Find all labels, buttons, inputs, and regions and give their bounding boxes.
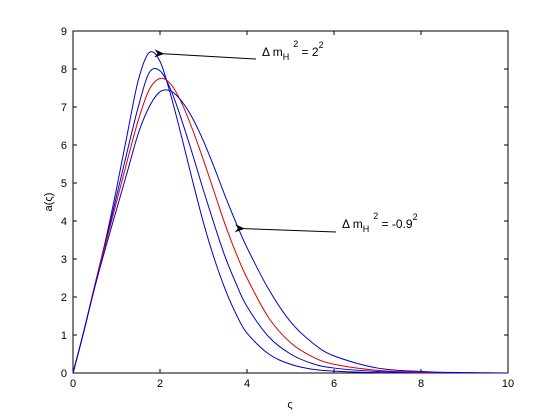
annotation-label-lower: Δ mH2 = -0.92 xyxy=(342,211,418,234)
x-tick-label: 8 xyxy=(418,378,424,390)
y-tick-label: 3 xyxy=(61,254,67,266)
plot-area xyxy=(72,30,509,374)
y-tick-label: 2 xyxy=(61,292,67,304)
y-tick-label: 8 xyxy=(61,64,67,76)
annotation-arrow-upper xyxy=(154,49,257,60)
annotation-main: Δ m xyxy=(342,217,363,231)
annotation-label-upper: Δ mH2 = 22 xyxy=(262,39,324,62)
x-axis-label: ς xyxy=(287,399,292,411)
annotation-sup: 2 xyxy=(373,211,378,221)
series-line-2 xyxy=(72,68,509,374)
annotation-rest-sup: 2 xyxy=(413,212,418,222)
annotation-lower: Δ mH2 = -0.92 xyxy=(234,211,418,234)
y-axis-label: a(ς) xyxy=(43,193,55,212)
y-tick-label: 5 xyxy=(61,178,67,190)
annotation-sub: H xyxy=(363,224,370,234)
y-axis-ticks: 0 1 2 3 4 5 6 7 8 9 xyxy=(61,26,508,380)
series-line-3 xyxy=(72,77,509,374)
y-tick-label: 1 xyxy=(61,330,67,342)
annotation-rest: = -0.9 xyxy=(378,217,413,231)
series-line-1 xyxy=(72,51,508,374)
x-tick-label: 6 xyxy=(331,378,337,390)
x-tick-label: 2 xyxy=(157,378,163,390)
annotation-upper: Δ mH2 = 22 xyxy=(154,39,324,62)
y-tick-label: 0 xyxy=(61,368,67,380)
x-tick-label: 0 xyxy=(70,378,76,390)
x-tick-label: 10 xyxy=(502,378,514,390)
annotation-main: Δ m xyxy=(262,45,283,59)
annotation-sub: H xyxy=(283,52,290,62)
x-tick-label: 4 xyxy=(244,378,250,390)
y-tick-label: 6 xyxy=(61,140,67,152)
annotation-rest: = 2 xyxy=(298,45,319,59)
y-tick-label: 9 xyxy=(61,26,67,38)
series-line-4 xyxy=(72,89,509,374)
annotation-rest-sup: 2 xyxy=(319,40,324,50)
series-layer xyxy=(72,51,509,374)
annotation-arrow-lower xyxy=(234,224,337,233)
annotations: Δ mH2 = 22 Δ mH2 = -0.92 xyxy=(154,39,418,234)
y-tick-label: 4 xyxy=(61,216,67,228)
y-tick-label: 7 xyxy=(61,102,67,114)
annotation-sup: 2 xyxy=(293,39,298,49)
